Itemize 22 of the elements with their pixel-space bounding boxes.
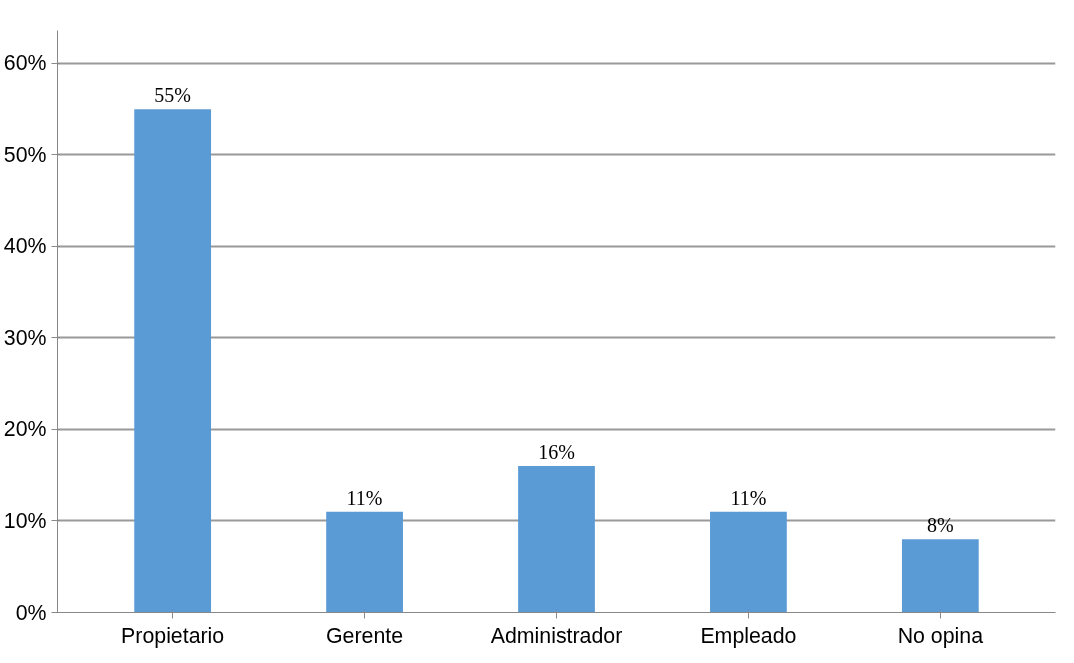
bar bbox=[326, 511, 403, 613]
data-label: 8% bbox=[927, 514, 954, 537]
x-tick-label: No opina bbox=[897, 623, 984, 648]
y-tick-label: 0% bbox=[15, 600, 47, 625]
data-label: 11% bbox=[730, 486, 767, 509]
y-tick-label: 20% bbox=[3, 417, 47, 442]
data-label: 55% bbox=[154, 84, 191, 107]
y-tick-label: 40% bbox=[3, 234, 47, 259]
y-tick-label: 60% bbox=[3, 51, 47, 76]
bar bbox=[518, 466, 595, 613]
x-tick-label: Gerente bbox=[326, 623, 404, 648]
y-tick-label: 50% bbox=[3, 142, 47, 167]
y-tick-label: 30% bbox=[3, 325, 47, 350]
data-label: 16% bbox=[538, 441, 575, 464]
data-label: 11% bbox=[346, 486, 383, 509]
x-tick-label: Propietario bbox=[121, 623, 225, 648]
bar bbox=[134, 109, 212, 613]
y-tick-label: 10% bbox=[3, 508, 47, 533]
x-tick-label: Empleado bbox=[700, 623, 797, 648]
bar bbox=[901, 539, 979, 613]
x-tick-label: Administrador bbox=[490, 623, 623, 648]
bar bbox=[710, 511, 787, 613]
